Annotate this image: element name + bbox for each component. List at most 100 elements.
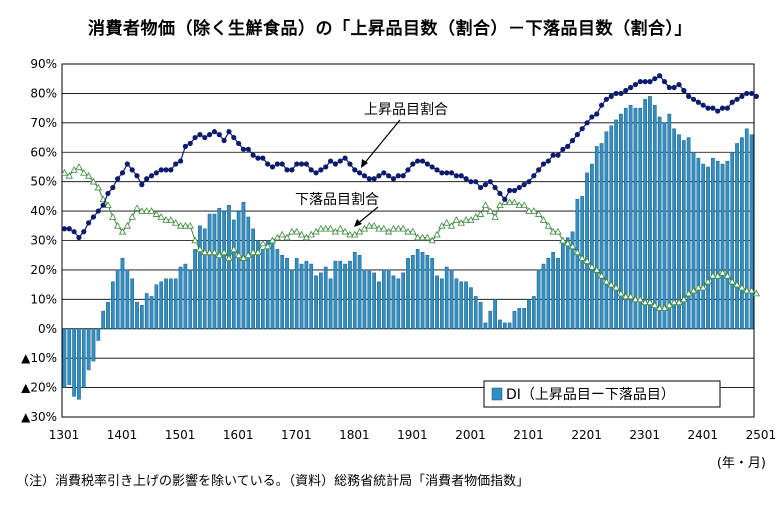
di-bar — [328, 278, 333, 329]
rising-point — [371, 176, 377, 182]
falling-point — [380, 224, 388, 232]
falling-point — [84, 171, 93, 179]
rising-point — [61, 226, 68, 232]
falling-point — [191, 236, 199, 244]
annotation-rising-arrowhead — [361, 159, 368, 168]
di-bar — [430, 257, 435, 329]
falling-point — [718, 269, 727, 276]
di-bar — [730, 152, 735, 329]
di-bar — [386, 269, 391, 329]
rising-point — [110, 184, 116, 191]
falling-point — [365, 221, 373, 229]
falling-point — [263, 242, 272, 250]
di-bar — [169, 278, 173, 329]
rising-point — [700, 102, 706, 108]
falling-point — [462, 216, 470, 223]
di-bar — [435, 275, 439, 329]
rising-point — [168, 167, 174, 173]
rising-point — [337, 158, 343, 164]
falling-point — [597, 271, 606, 279]
falling-point — [210, 248, 219, 256]
rising-point — [294, 161, 300, 167]
di-bar — [594, 146, 599, 329]
falling-point — [530, 207, 538, 214]
di-bar — [425, 255, 430, 329]
falling-point — [152, 210, 161, 217]
di-bar — [154, 284, 159, 329]
rising-point — [458, 173, 464, 179]
di-bar — [231, 219, 236, 329]
rising-point — [521, 182, 527, 188]
di-bar — [561, 243, 565, 329]
rising-point — [240, 146, 247, 152]
falling-point — [409, 227, 417, 235]
rising-point — [206, 132, 213, 138]
di-bar — [749, 134, 754, 329]
y-tick-label: 40% — [30, 204, 57, 218]
di-bar — [135, 302, 139, 329]
rising-point — [274, 161, 280, 167]
falling-point — [113, 221, 122, 229]
falling-point — [505, 198, 514, 206]
rising-point — [666, 84, 672, 91]
rising-point — [124, 161, 130, 167]
di-bar — [469, 287, 473, 329]
di-bar — [144, 293, 149, 329]
rising-point — [463, 176, 469, 182]
di-bar — [672, 128, 676, 329]
rising-point — [608, 93, 614, 99]
rising-point — [158, 167, 164, 173]
di-bar — [377, 281, 381, 329]
rising-point — [298, 161, 305, 167]
di-bar — [91, 328, 96, 362]
rising-point — [318, 167, 324, 173]
rising-point — [618, 90, 624, 97]
rising-point — [226, 129, 232, 135]
rising-point — [695, 99, 701, 105]
di-bar — [744, 128, 749, 329]
di-bar — [507, 322, 512, 329]
rising-point — [366, 176, 372, 182]
legend-box — [483, 380, 721, 408]
di-bar — [590, 163, 594, 329]
di-bar — [357, 255, 362, 329]
falling-point — [181, 221, 190, 229]
di-bar — [706, 166, 710, 329]
di-bar — [285, 257, 289, 329]
x-tick-label: 2501 — [746, 428, 777, 442]
di-bar — [715, 160, 720, 329]
di-bar — [667, 113, 672, 329]
falling-point — [733, 280, 741, 288]
rising-point — [657, 73, 663, 79]
rising-point — [690, 96, 697, 102]
di-bar — [464, 281, 468, 329]
rising-point — [269, 164, 276, 170]
rising-point — [313, 170, 319, 176]
falling-point — [157, 213, 165, 220]
falling-point — [559, 236, 567, 244]
di-bar — [556, 257, 560, 329]
di-bar — [720, 163, 725, 329]
rising-point — [705, 105, 711, 111]
di-bar — [101, 310, 105, 329]
rising-point — [308, 167, 314, 173]
falling-point — [341, 227, 349, 235]
falling-point — [709, 271, 717, 279]
rising-point — [550, 152, 556, 158]
annotation-rising-label: 上昇品目割合 — [364, 101, 448, 118]
rising-point — [526, 179, 532, 185]
rising-point — [434, 167, 440, 173]
falling-point — [564, 239, 572, 247]
falling-point — [752, 289, 761, 297]
falling-point — [481, 201, 490, 209]
line-series-falling — [60, 163, 761, 311]
di-bar — [270, 240, 275, 329]
rising-point — [405, 167, 411, 173]
y-tick-label: 20% — [30, 263, 57, 277]
rising-point — [661, 79, 668, 85]
falling-point — [118, 227, 127, 235]
legend: DI（上昇品目ー下落品目） — [483, 380, 721, 408]
di-bar — [696, 157, 701, 329]
di-bar — [420, 252, 425, 329]
di-bar — [352, 252, 357, 329]
